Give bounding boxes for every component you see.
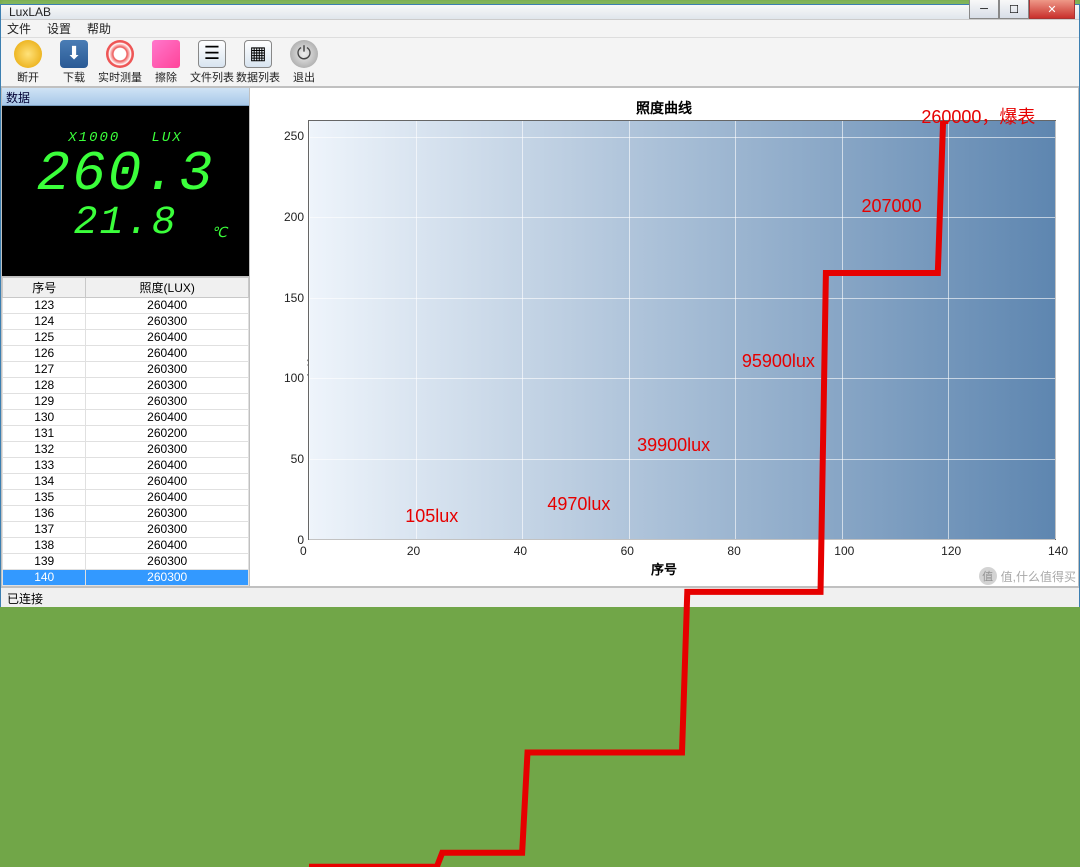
status-text: 已连接 bbox=[7, 592, 43, 606]
y-tick: 100 bbox=[284, 371, 304, 385]
y-tick: 50 bbox=[291, 452, 304, 466]
x-tick: 140 bbox=[1048, 544, 1068, 558]
table-row[interactable]: 139260300 bbox=[3, 554, 249, 570]
x-tick: 120 bbox=[941, 544, 961, 558]
x-tick: 20 bbox=[407, 544, 420, 558]
menu-settings[interactable]: 设置 bbox=[47, 20, 71, 37]
realtime-button[interactable]: 实时测量 bbox=[99, 38, 141, 86]
y-tick: 200 bbox=[284, 210, 304, 224]
chart-annotation: 105lux bbox=[405, 506, 458, 527]
menu-help[interactable]: 帮助 bbox=[87, 20, 111, 37]
minimize-button[interactable]: ─ bbox=[969, 0, 999, 19]
table-row[interactable]: 125260400 bbox=[3, 330, 249, 346]
data-table[interactable]: 序号 照度(LUX) 12326040012426030012526040012… bbox=[2, 276, 249, 586]
window-title: LuxLAB bbox=[5, 5, 969, 19]
table-row[interactable]: 131260200 bbox=[3, 426, 249, 442]
lcd-temp: 21.8 bbox=[73, 204, 177, 244]
window-controls: ─ ☐ ✕ bbox=[969, 0, 1075, 19]
watermark: 值 值,什么值得买 bbox=[979, 567, 1076, 585]
y-tick: 150 bbox=[284, 291, 304, 305]
content: 数据 X1000 LUX 260.3 21.8 ℃ 序号 照度(LUX) 123… bbox=[1, 87, 1079, 587]
datalist-icon: ▦ bbox=[244, 40, 272, 68]
col-seq[interactable]: 序号 bbox=[3, 278, 86, 298]
table-row[interactable]: 132260300 bbox=[3, 442, 249, 458]
maximize-button[interactable]: ☐ bbox=[999, 0, 1029, 19]
table-row[interactable]: 136260300 bbox=[3, 506, 249, 522]
table-row[interactable]: 128260300 bbox=[3, 378, 249, 394]
chart-annotation: 39900lux bbox=[637, 435, 710, 456]
table-row[interactable]: 130260400 bbox=[3, 410, 249, 426]
chart-title: 照度曲线 bbox=[636, 98, 692, 118]
bulb-icon bbox=[14, 40, 42, 68]
y-tick: 0 bbox=[297, 533, 304, 547]
y-tick: 250 bbox=[284, 129, 304, 143]
col-lux[interactable]: 照度(LUX) bbox=[86, 278, 249, 298]
watermark-icon: 值 bbox=[979, 567, 997, 585]
plot-area bbox=[308, 120, 1056, 540]
exit-button[interactable]: ⏻ 退出 bbox=[283, 38, 325, 86]
table-row[interactable]: 126260400 bbox=[3, 346, 249, 362]
curve-line bbox=[309, 121, 1055, 867]
table-row[interactable]: 135260400 bbox=[3, 490, 249, 506]
data-panel-title: 数据 bbox=[2, 88, 249, 106]
close-button[interactable]: ✕ bbox=[1029, 0, 1075, 19]
lcd-display: X1000 LUX 260.3 21.8 ℃ bbox=[2, 106, 249, 276]
x-tick: 40 bbox=[514, 544, 527, 558]
chart: 照度曲线 照度值(LUX) (10^3) 序号 0204060801001201… bbox=[254, 92, 1074, 582]
disconnect-button[interactable]: 断开 bbox=[7, 38, 49, 86]
chart-annotation: 4970lux bbox=[547, 494, 610, 515]
table-row[interactable]: 123260400 bbox=[3, 298, 249, 314]
menubar: 文件 设置 帮助 bbox=[1, 20, 1079, 38]
toolbar: 断开 ⬇ 下载 实时测量 擦除 ☰ 文件列表 ▦ 数据列表 ⏻ 退出 bbox=[1, 38, 1079, 87]
table-row[interactable]: 127260300 bbox=[3, 362, 249, 378]
x-tick: 80 bbox=[727, 544, 740, 558]
chart-annotation: 207000 bbox=[862, 196, 922, 217]
eraser-icon bbox=[152, 40, 180, 68]
table-row[interactable]: 134260400 bbox=[3, 474, 249, 490]
download-icon: ⬇ bbox=[60, 40, 88, 68]
titlebar[interactable]: LuxLAB ─ ☐ ✕ bbox=[1, 5, 1079, 20]
filelist-icon: ☰ bbox=[198, 40, 226, 68]
lcd-degc: ℃ bbox=[211, 225, 227, 242]
app-window: LuxLAB ─ ☐ ✕ 文件 设置 帮助 断开 ⬇ 下载 实时测量 擦除 ☰ bbox=[0, 4, 1080, 607]
table-row[interactable]: 133260400 bbox=[3, 458, 249, 474]
datalist-button[interactable]: ▦ 数据列表 bbox=[237, 38, 279, 86]
chart-annotation: 95900lux bbox=[742, 351, 815, 372]
table-row[interactable]: 124260300 bbox=[3, 314, 249, 330]
lcd-value: 260.3 bbox=[36, 146, 214, 202]
lcd-units: X1000 LUX bbox=[68, 130, 182, 146]
table-row[interactable]: 137260300 bbox=[3, 522, 249, 538]
table-row[interactable]: 138260400 bbox=[3, 538, 249, 554]
clear-button[interactable]: 擦除 bbox=[145, 38, 187, 86]
left-pane: 数据 X1000 LUX 260.3 21.8 ℃ 序号 照度(LUX) 123… bbox=[2, 88, 250, 586]
filelist-button[interactable]: ☰ 文件列表 bbox=[191, 38, 233, 86]
table-row[interactable]: 129260300 bbox=[3, 394, 249, 410]
download-button[interactable]: ⬇ 下载 bbox=[53, 38, 95, 86]
table-row[interactable]: 140260300 bbox=[3, 570, 249, 586]
chart-pane: 照度曲线 照度值(LUX) (10^3) 序号 0204060801001201… bbox=[250, 88, 1078, 586]
lifebuoy-icon bbox=[106, 40, 134, 68]
x-tick: 100 bbox=[834, 544, 854, 558]
chart-annotation: 260000，爆表 bbox=[921, 103, 1035, 129]
x-tick: 60 bbox=[621, 544, 634, 558]
exit-icon: ⏻ bbox=[290, 40, 318, 68]
menu-file[interactable]: 文件 bbox=[7, 20, 31, 37]
